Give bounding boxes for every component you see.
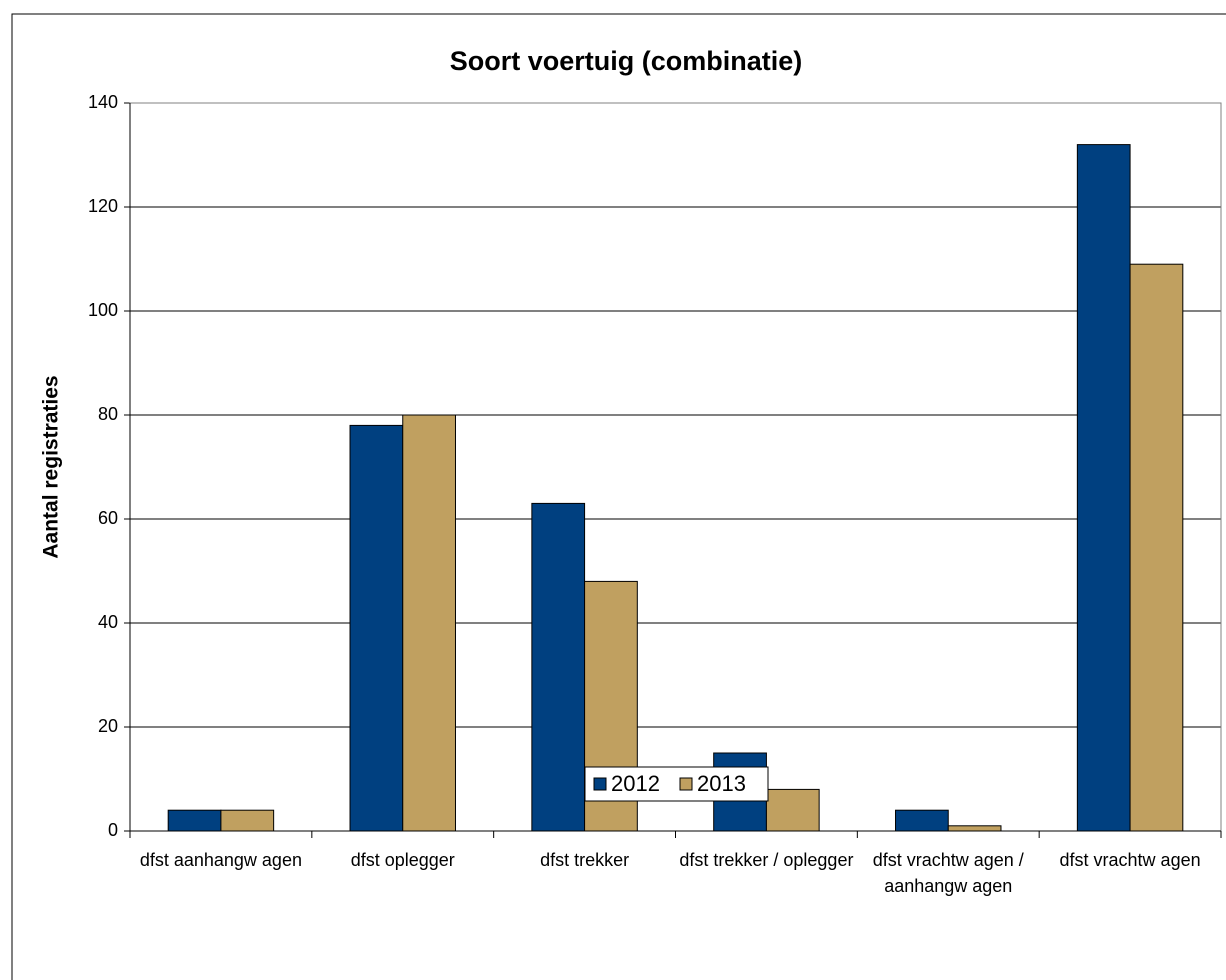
x-tick-label: dfst trekker xyxy=(540,850,630,870)
y-tick-label: 0 xyxy=(108,820,118,840)
bar xyxy=(1129,263,1184,832)
bar xyxy=(167,809,222,832)
bar xyxy=(1076,144,1131,832)
x-tick-label: dfst vrachtw agen xyxy=(1059,850,1201,870)
y-tick-label: 100 xyxy=(88,300,118,320)
x-tick-label: dfst vrachtw agen / aanhangw agen xyxy=(872,850,1024,896)
bar xyxy=(349,424,404,832)
y-tick-label: 80 xyxy=(98,404,118,424)
y-tick-label: 120 xyxy=(88,196,118,216)
bar xyxy=(947,825,1002,832)
bar xyxy=(895,809,949,832)
y-axis-title: Aantal registraties xyxy=(40,375,63,558)
legend-swatch xyxy=(593,777,607,791)
x-tick-label: dfst oplegger xyxy=(350,850,455,870)
y-tick-label: 40 xyxy=(98,612,118,632)
x-tick-label: dfst aanhangw agen xyxy=(139,850,302,870)
y-tick-label: 20 xyxy=(98,716,118,736)
y-tick-label: 140 xyxy=(88,92,118,112)
legend-swatch xyxy=(679,777,693,791)
bar xyxy=(220,809,275,832)
chart-title: Soort voertuig (combinatie) xyxy=(450,46,803,76)
plot-area xyxy=(130,103,1221,831)
legend-label: 2013 xyxy=(697,771,746,796)
bar xyxy=(402,414,456,832)
x-tick-label: dfst trekker / oplegger xyxy=(679,850,854,870)
bar xyxy=(531,502,586,832)
legend-label: 2012 xyxy=(611,771,660,796)
bar xyxy=(765,788,820,832)
y-tick-label: 60 xyxy=(98,508,118,528)
legend-box xyxy=(584,766,769,802)
